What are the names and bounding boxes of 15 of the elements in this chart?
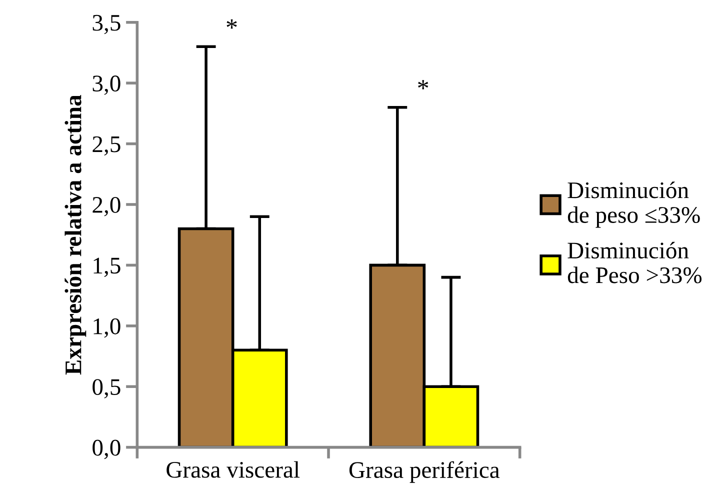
y-tick-label: 2,0 [92,196,120,216]
x-tick-label: Grasa visceral [166,461,300,478]
legend-label: Disminución de Peso >33% [568,242,702,284]
annotation: * [226,19,237,29]
legend-label: Disminución de peso ≤33% [568,182,700,228]
y-axis-title: Exrpresión relativa a actina [64,94,86,375]
y-tick-label: 2,5 [92,136,120,156]
y-tick-label: 0,0 [92,440,120,460]
y-tick-label: 0,5 [92,379,120,398]
y-tick-label: 3,0 [92,76,120,95]
annotation: * [418,80,428,90]
x-tick-label: Grasa periférica [349,461,500,483]
y-tick-label: 3,5 [92,14,120,34]
y-tick-label: 1,5 [94,258,120,278]
y-tick-label: 1,0 [94,318,120,338]
